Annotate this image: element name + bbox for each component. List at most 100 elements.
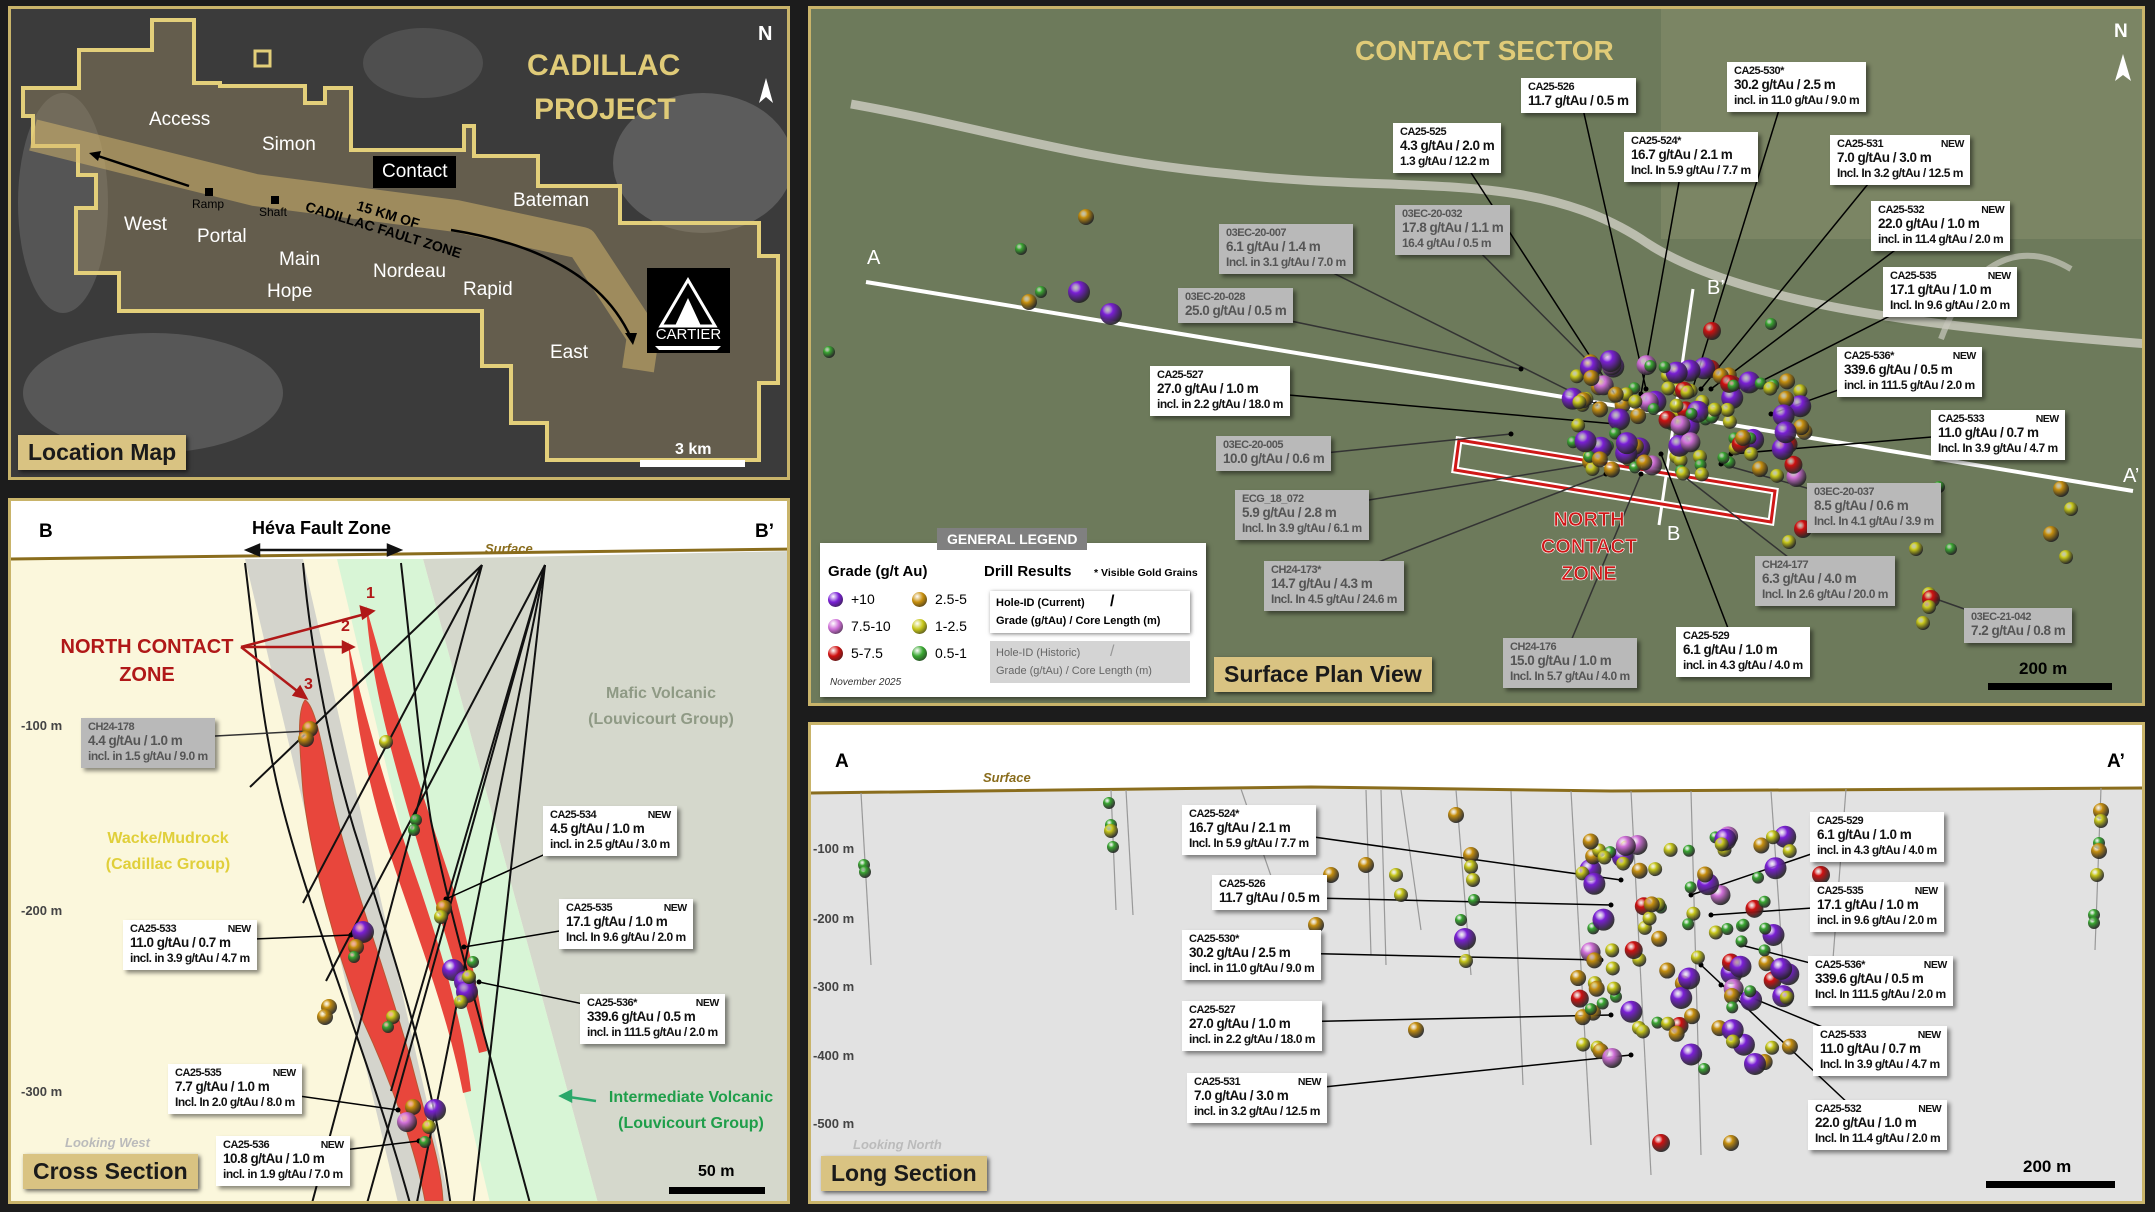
unit-label-line2: (Louvicourt Group) — [588, 711, 734, 728]
drill-result-callout: 03EC-20-037 8.5 g/tAu / 0.6 m Incl. In 4.1… — [1807, 483, 1941, 533]
drill-intercept-sphere — [1774, 421, 1797, 444]
shaft-label: Shaft — [259, 205, 288, 219]
legend-grade-item: 0.5-1 — [912, 645, 967, 661]
drill-intercept-sphere — [1738, 371, 1761, 394]
deposit-simon: Simon — [262, 134, 316, 155]
legend-grade-label: 5-7.5 — [851, 645, 883, 661]
surface-line — [811, 785, 2142, 795]
view-direction-label: Looking North — [853, 1137, 942, 1152]
drill-result-callout: CA25-530* 30.2 g/tAu / 2.5 m incl. in 11.0… — [1182, 930, 1322, 980]
long-section-label: Long Section — [821, 1156, 987, 1191]
drill-intercept-sphere — [352, 921, 374, 943]
project-title-line1: CADILLAC — [527, 49, 681, 82]
cross-section-panel: B B’ Héva Fault Zone Surface NORTH CONTA… — [8, 498, 790, 1204]
hole-id: CA25-532 — [1878, 204, 1925, 216]
drill-intercept-sphere — [1745, 899, 1764, 918]
included-interval: Incl. In 111.5 g/tAu / 2.0 m — [1815, 987, 1946, 1001]
drill-intercept-sphere — [419, 1136, 431, 1148]
grade-interval: 11.0 g/tAu / 0.7 m — [130, 935, 231, 950]
drill-intercept-sphere — [1678, 967, 1701, 990]
drill-intercept-sphere — [1615, 432, 1638, 455]
drill-intercept-sphere — [1735, 935, 1748, 948]
legend-grade-label: 0.5-1 — [935, 645, 967, 661]
zone-label-line1: NORTH — [1553, 509, 1625, 532]
drill-result-callout: CA25-524* 16.7 g/tAu / 2.1 m Incl. In 5.9 … — [1182, 805, 1316, 855]
drill-intercept-sphere — [1323, 867, 1339, 883]
new-badge: NEW — [320, 1139, 345, 1151]
drill-result-callout: CA25-526 11.7 g/tAu / 0.5 m — [1521, 78, 1636, 113]
drill-intercept-sphere — [1812, 866, 1830, 884]
deposit-bateman: Bateman — [513, 190, 590, 211]
legend-grade-label: 1-2.5 — [935, 618, 967, 634]
drill-intercept-sphere — [1569, 369, 1584, 384]
drill-result-callout: CA25-526 11.7 g/tAu / 0.5 m — [1212, 875, 1327, 910]
hole-id: CA25-524* — [1631, 135, 1681, 147]
drill-intercept-sphere — [379, 735, 393, 749]
hole-id: CA25-535 — [1890, 270, 1937, 282]
deposit-portal: Portal — [197, 226, 247, 247]
drill-result-callout: CA25-535 17.1 g/tAu / 1.0 m Incl. In 9.6 g… — [559, 899, 693, 949]
drill-intercept-sphere — [1793, 384, 1808, 399]
zone-label-line2: ZONE — [119, 664, 175, 686]
drill-intercept-sphere — [1615, 835, 1636, 856]
drill-intercept-sphere — [1779, 990, 1794, 1005]
drill-intercept-sphere — [1606, 981, 1621, 996]
drill-intercept-sphere — [1463, 847, 1479, 863]
drill-intercept-sphere — [1592, 908, 1615, 931]
drill-intercept-sphere — [1722, 414, 1737, 429]
drill-trace — [1400, 789, 1422, 931]
unit-label-line2: (Cadillac Group) — [105, 856, 231, 873]
grade-sphere-icon — [912, 591, 927, 607]
zone-label-line3: ZONE — [1561, 563, 1617, 586]
drill-intercept-sphere — [1459, 954, 1473, 968]
drill-intercept-sphere — [1707, 402, 1722, 417]
drill-result-callout: CA25-536* 339.6 g/tAu / 0.5 m incl. in 111… — [580, 994, 725, 1044]
drill-intercept-sphere — [1685, 407, 1698, 420]
drill-intercept-sphere — [1909, 542, 1923, 556]
deposit-hope: Hope — [267, 281, 313, 302]
leader-arrowhead — [1643, 386, 1649, 392]
drill-intercept-sphere — [317, 1009, 333, 1025]
legend-grade-label: 2.5-5 — [935, 591, 967, 607]
included-interval: incl. in 2.2 g/tAu / 18.0 m — [1157, 397, 1283, 411]
hole-id: CA25-533 — [130, 923, 177, 935]
drill-result-callout: CA25-525 4.3 g/tAu / 2.0 m 1.3 g/tAu / 12.… — [1393, 123, 1502, 173]
intermediate-volcanic-band — [337, 559, 598, 1201]
drill-intercept-sphere — [1389, 868, 1403, 882]
drill-intercept-sphere — [1680, 432, 1701, 453]
property-outline — [21, 18, 780, 462]
leader-arrowhead — [1718, 982, 1724, 988]
new-badge: NEW — [1952, 350, 1977, 362]
unit-label-line1: Wacke/Mudrock — [107, 830, 229, 847]
drill-intercept-sphere — [382, 1021, 394, 1033]
drill-intercept-sphere — [1770, 957, 1793, 980]
hole-id: CA25-529 — [1683, 630, 1730, 642]
drill-intercept-sphere — [1620, 1000, 1643, 1023]
drill-intercept-sphere — [1570, 970, 1587, 987]
grade-interval: 16.7 g/tAu / 2.1 m — [1189, 820, 1291, 835]
unit-label-line2: (Louvicourt Group) — [618, 1115, 764, 1132]
drill-intercept-sphere — [1107, 841, 1119, 853]
drill-intercept-sphere — [1651, 1016, 1664, 1029]
leader-arrowhead — [1618, 877, 1624, 883]
drill-intercept-sphere — [1765, 830, 1780, 845]
drill-intercept-sphere — [1680, 1043, 1703, 1066]
shaft-marker — [271, 196, 279, 204]
depth-label-200: -200 m — [21, 903, 63, 918]
new-badge: NEW — [663, 902, 688, 914]
drill-intercept-sphere — [1684, 1008, 1701, 1025]
drill-intercept-sphere — [1752, 871, 1765, 884]
zone-label-line2: CONTACT — [1540, 536, 1638, 559]
depth-label-100: -100 m — [21, 718, 63, 733]
leader-arrowhead — [1708, 386, 1714, 392]
surface-label: Surface — [983, 770, 1031, 785]
drill-trace — [1125, 789, 1134, 916]
drill-intercept-sphere — [1661, 381, 1676, 396]
hole-id: CA25-527 — [1189, 1004, 1236, 1016]
drill-intercept-sphere — [1572, 395, 1587, 410]
included-interval: incl. in 11.0 g/tAu / 9.0 m — [1734, 93, 1860, 107]
drill-intercept-sphere — [1583, 369, 1600, 386]
drill-intercept-sphere — [1358, 857, 1374, 873]
drill-intercept-sphere — [1758, 895, 1771, 908]
drill-intercept-sphere — [1676, 466, 1691, 481]
